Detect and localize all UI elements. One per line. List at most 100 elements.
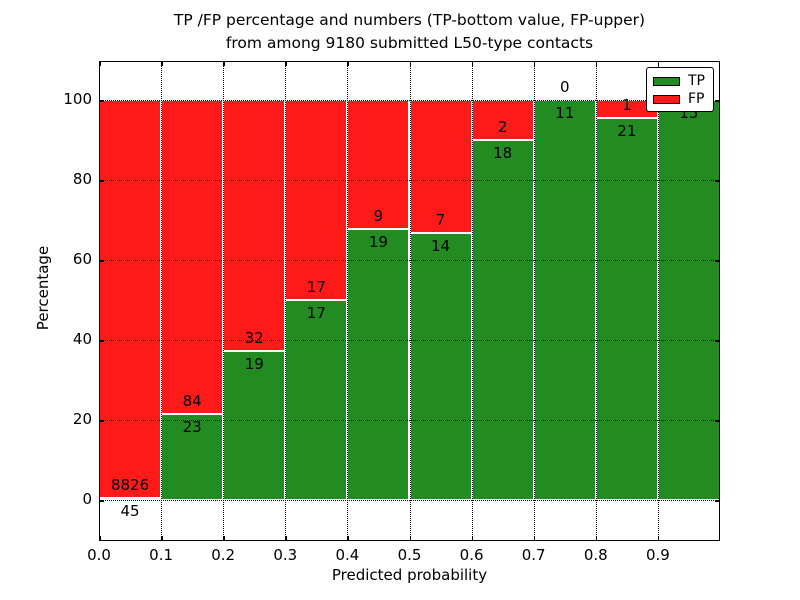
- tp-count-label: 11: [555, 104, 575, 122]
- x-tick-mark: [347, 61, 349, 66]
- fp-segment: [285, 100, 348, 300]
- x-tick-mark: [471, 536, 474, 541]
- tp-segment: [347, 228, 410, 500]
- x-tick-mark: [595, 61, 598, 66]
- chart-title-line-2: from among 9180 submitted L50-type conta…: [225, 34, 594, 52]
- x-tick-mark: [347, 536, 349, 541]
- stacked-bar-0.2-0.3: [223, 100, 286, 500]
- x-tick-mark: [99, 61, 101, 66]
- legend-label-tp: TP: [688, 73, 705, 89]
- fp-count-label: 84: [182, 392, 202, 410]
- stacked-bar-0.3-0.4: [285, 100, 348, 500]
- x-tick-label-0.9: 0.9: [645, 546, 670, 564]
- y-tick-mark: [99, 420, 104, 422]
- stacked-bar-0.1-0.2: [161, 100, 224, 500]
- tp-color-swatch: [653, 76, 680, 86]
- tp-segment: [657, 100, 720, 500]
- fp-segment: [161, 100, 224, 414]
- x-gridline-0.8: [595, 61, 597, 541]
- y-tick-mark: [99, 100, 104, 102]
- fp-segment: [99, 100, 162, 498]
- fp-count-label: 32: [244, 329, 264, 347]
- x-tick-mark: [657, 536, 660, 541]
- fp-segment: [409, 100, 472, 234]
- y-tick-label-40: 40: [72, 330, 92, 348]
- x-tick-mark: [595, 536, 598, 541]
- fp-count-label: 2: [497, 118, 508, 136]
- x-tick-mark: [471, 61, 474, 66]
- x-tick-mark: [161, 536, 163, 541]
- x-axis-label: Predicted probability: [331, 566, 488, 584]
- tp-segment: [285, 300, 348, 500]
- tp-segment: [595, 118, 658, 500]
- x-tick-mark: [161, 61, 163, 66]
- stacked-bar-0.0-0.1: [99, 100, 162, 500]
- x-tick-label-0.3: 0.3: [273, 546, 298, 564]
- y-tick-mark: [715, 180, 720, 182]
- fp-count-label: 9: [373, 206, 384, 225]
- y-tick-label-80: 80: [72, 170, 92, 188]
- stacked-bar-0.5-0.6: [409, 100, 472, 500]
- stacked-bar-0.6-0.7: [471, 100, 534, 500]
- y-tick-mark: [99, 180, 104, 182]
- x-gridline-0.6: [471, 61, 473, 541]
- fp-count-label: 8826: [110, 475, 150, 494]
- y-tick-mark: [715, 260, 720, 262]
- chart-title-line-1: TP /FP percentage and numbers (TP-bottom…: [173, 11, 646, 29]
- y-tick-mark: [99, 340, 104, 342]
- x-tick-mark: [99, 536, 101, 541]
- x-tick-label-0.7: 0.7: [521, 546, 546, 564]
- tp-segment: [533, 100, 596, 500]
- x-gridline-0.3: [285, 61, 287, 541]
- y-tick-mark: [715, 500, 720, 502]
- fp-count-label: 1: [622, 96, 632, 115]
- x-gridline-0.1: [161, 61, 163, 541]
- y-tick-label-60: 60: [72, 250, 92, 268]
- x-gridline-0.5: [409, 61, 411, 541]
- y-tick-mark: [99, 260, 104, 262]
- x-gridline-0.2: [223, 61, 225, 541]
- y-tick-label-100: 100: [63, 90, 92, 108]
- y-tick-mark: [715, 100, 720, 102]
- x-tick-label-0.2: 0.2: [211, 546, 236, 564]
- tp-count-label: 17: [306, 304, 326, 322]
- x-tick-mark: [223, 536, 225, 541]
- x-tick-label-0.5: 0.5: [397, 546, 422, 564]
- y-tick-label-0: 0: [82, 490, 92, 508]
- x-gridline-0.9: [657, 61, 659, 541]
- x-tick-mark: [285, 536, 287, 541]
- tp-count-label: 18: [493, 144, 513, 162]
- plot-area: 8826 45 84 23 32 19 17 17 9 19 7 14 2 18 0 11 1 21 15: [99, 61, 720, 541]
- legend-row-fp: FP: [653, 90, 707, 108]
- x-gridline-0.4: [347, 61, 349, 541]
- x-tick-label-0.0: 0.0: [87, 546, 111, 564]
- stacked-bar-0.8-0.9: [595, 100, 658, 500]
- tp-count-label: 23: [182, 418, 202, 436]
- tp-count-label: 21: [617, 122, 637, 141]
- tp-segment: [409, 233, 472, 500]
- x-gridline-0.7: [533, 61, 535, 541]
- x-tick-label-0.4: 0.4: [335, 546, 360, 564]
- stacked-bar-0.7-0.8: [533, 100, 596, 500]
- stacked-bar-0.4-0.5: [347, 100, 410, 500]
- fp-count-label: 7: [435, 211, 446, 230]
- x-tick-label-0.6: 0.6: [459, 546, 484, 564]
- tp-count-label: 14: [431, 237, 451, 256]
- y-tick-mark: [715, 340, 720, 342]
- stacked-bar-0.9-1.0: [657, 100, 720, 500]
- x-tick-mark: [533, 536, 536, 541]
- y-tick-label-20: 20: [72, 410, 92, 428]
- legend-row-tp: TP: [653, 72, 707, 90]
- x-tick-mark: [657, 61, 660, 66]
- fp-color-swatch: [653, 94, 680, 104]
- x-tick-mark: [533, 61, 536, 66]
- y-tick-mark: [715, 420, 720, 422]
- tp-count-label: 19: [244, 355, 264, 373]
- x-tick-mark: [223, 61, 225, 66]
- fp-count-label: 17: [306, 278, 326, 296]
- tp-segment: [223, 351, 286, 500]
- x-tick-label-0.1: 0.1: [149, 546, 174, 564]
- y-tick-mark: [99, 500, 104, 502]
- x-tick-label-0.8: 0.8: [583, 546, 608, 564]
